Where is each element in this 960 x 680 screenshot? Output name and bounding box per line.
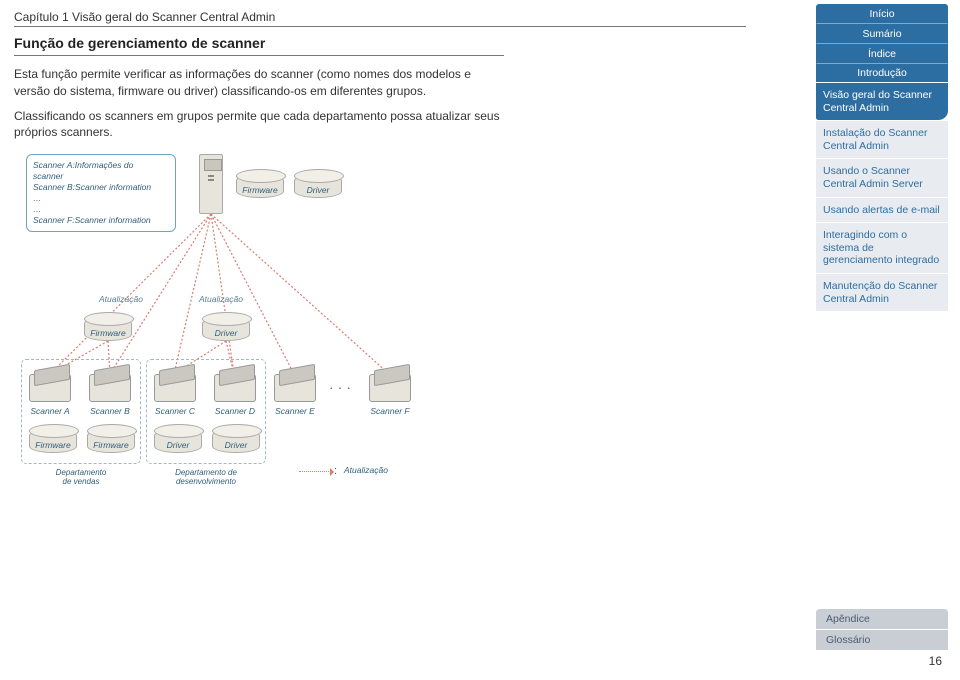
scanner-icon <box>29 374 71 402</box>
page-number: 16 <box>816 650 948 668</box>
nav-item-overview[interactable]: Visão geral do Scanner Central Admin <box>816 83 948 121</box>
scanner-label: Scanner B <box>84 406 136 416</box>
info-line: … <box>33 204 169 215</box>
driver-label: Driver <box>294 185 342 195</box>
nav-item-integrate[interactable]: Interagindo com o sistema de gerenciamen… <box>816 223 948 274</box>
scanner-icon <box>369 374 411 402</box>
driver-label: Driver <box>154 440 202 450</box>
dept-dev-label: Departamento de desenvolvimento <box>146 468 266 486</box>
firmware-label: Firmware <box>87 440 135 450</box>
scanner-icon <box>154 374 196 402</box>
nav-start[interactable]: Início <box>816 4 948 24</box>
scanner-label: Scanner A <box>24 406 76 416</box>
dept-sales-label: Departamento de vendas <box>21 468 141 486</box>
bottom-nav: Apêndice Glossário 16 <box>816 608 948 668</box>
info-line: Scanner F:Scanner information <box>33 215 169 226</box>
firmware-label: Firmware <box>236 185 284 195</box>
info-line: Scanner B:Scanner information <box>33 182 169 193</box>
info-line: Scanner A:Informações do <box>33 160 169 171</box>
scanner-info-box: Scanner A:Informações do scanner Scanner… <box>26 154 176 232</box>
server-icon <box>199 154 223 214</box>
info-line: scanner <box>33 171 169 182</box>
legend-colon: : <box>334 465 337 477</box>
legend-text: Atualização <box>344 465 388 475</box>
chapter-heading: Capítulo 1 Visão geral do Scanner Centra… <box>14 10 746 27</box>
paragraph-1: Esta função permite verificar as informa… <box>14 66 504 100</box>
update-label: Atualização <box>99 294 143 304</box>
paragraph-2: Classificando os scanners em grupos perm… <box>14 108 504 142</box>
nav-summary[interactable]: Sumário <box>816 24 948 44</box>
scanner-icon <box>89 374 131 402</box>
driver-label: Driver <box>202 328 250 338</box>
driver-label: Driver <box>212 440 260 450</box>
legend-arrow-icon <box>299 471 333 472</box>
nav-appendix[interactable]: Apêndice <box>816 608 948 629</box>
sidebar-nav: Início Sumário Índice Introdução Visão g… <box>816 4 948 312</box>
section-title: Função de gerenciamento de scanner <box>14 35 504 56</box>
firmware-label: Firmware <box>84 328 132 338</box>
nav-item-maintenance[interactable]: Manutenção do Scanner Central Admin <box>816 274 948 312</box>
scanner-icon <box>274 374 316 402</box>
nav-intro[interactable]: Introdução <box>816 64 948 83</box>
scanner-icon <box>214 374 256 402</box>
nav-item-alerts[interactable]: Usando alertas de e-mail <box>816 198 948 224</box>
scanner-label: Scanner E <box>269 406 321 416</box>
scanner-label: Scanner D <box>209 406 261 416</box>
nav-item-server[interactable]: Usando o Scanner Central Admin Server <box>816 159 948 197</box>
scanner-label: Scanner C <box>149 406 201 416</box>
firmware-label: Firmware <box>29 440 77 450</box>
diagram: Scanner A:Informações do scanner Scanner… <box>14 149 746 499</box>
info-line: … <box>33 193 169 204</box>
nav-glossary[interactable]: Glossário <box>816 629 948 650</box>
nav-item-install[interactable]: Instalação do Scanner Central Admin <box>816 121 948 159</box>
nav-index[interactable]: Índice <box>816 44 948 64</box>
scanner-label: Scanner F <box>364 406 416 416</box>
ellipsis: ··· <box>329 379 355 395</box>
update-label: Atualização <box>199 294 243 304</box>
